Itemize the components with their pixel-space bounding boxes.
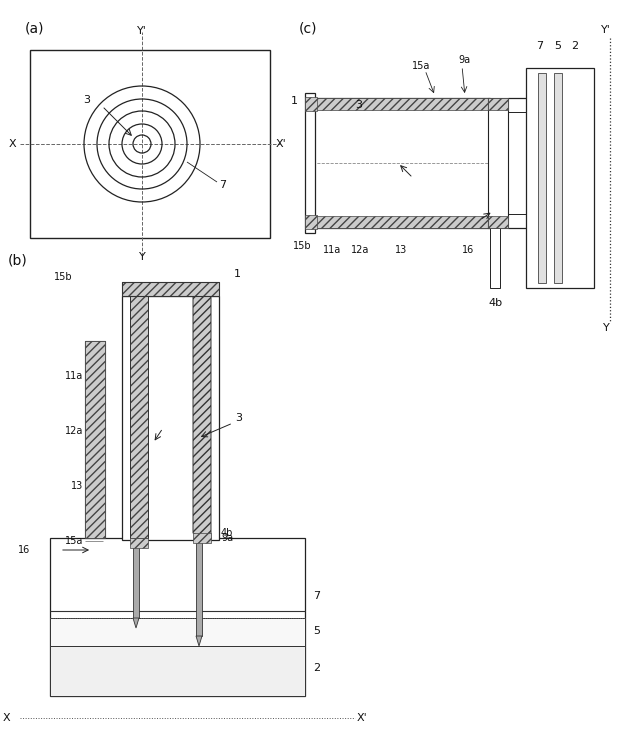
Bar [122, 296, 219, 540]
Text: 3: 3 [235, 413, 242, 423]
Text: X: X [2, 713, 10, 723]
Bar [50, 646, 305, 696]
Bar [130, 296, 148, 538]
Bar [130, 296, 148, 538]
Text: 15b: 15b [293, 241, 312, 251]
Text: 2: 2 [313, 663, 320, 673]
Text: 13: 13 [395, 245, 407, 255]
Bar [305, 93, 315, 233]
Bar [193, 533, 211, 543]
Bar [488, 98, 508, 110]
Bar [488, 98, 508, 228]
Text: Y': Y' [601, 25, 611, 35]
Text: 11a: 11a [323, 245, 341, 255]
Text: (c): (c) [299, 21, 317, 35]
Bar [30, 50, 270, 238]
Bar [85, 341, 105, 538]
Text: 2: 2 [571, 41, 578, 51]
Text: Y: Y [139, 252, 146, 262]
Text: 5: 5 [313, 626, 320, 636]
Bar [313, 98, 490, 110]
Text: X: X [8, 139, 16, 149]
Text: 1: 1 [291, 96, 298, 106]
Text: 3: 3 [355, 100, 362, 110]
Text: X': X' [357, 713, 368, 723]
Text: 1: 1 [234, 269, 241, 279]
Polygon shape [133, 618, 139, 628]
Text: 4b: 4b [488, 298, 502, 308]
Bar [122, 282, 219, 296]
Text: 12a: 12a [351, 245, 369, 255]
Bar [554, 73, 562, 283]
Text: 15b: 15b [54, 272, 73, 282]
Text: 7: 7 [313, 591, 320, 601]
Polygon shape [193, 296, 211, 541]
Bar [526, 68, 594, 288]
Bar [50, 538, 305, 696]
Text: 3: 3 [83, 95, 90, 105]
Text: 13: 13 [71, 481, 83, 491]
Text: Y': Y' [137, 26, 147, 36]
Bar [488, 216, 508, 228]
Text: 15a: 15a [412, 61, 430, 71]
Bar [133, 538, 139, 618]
Bar [305, 215, 317, 229]
Text: 7: 7 [536, 41, 543, 51]
Polygon shape [196, 636, 202, 646]
Text: 7: 7 [219, 180, 226, 190]
Text: (a): (a) [25, 21, 45, 35]
Bar [50, 618, 305, 646]
Text: 12a: 12a [65, 426, 83, 436]
Bar [130, 538, 148, 548]
Text: 11a: 11a [65, 371, 83, 381]
Bar [305, 97, 317, 111]
Bar [122, 282, 219, 296]
Text: 9a: 9a [458, 55, 470, 65]
Text: (b): (b) [8, 254, 28, 268]
Text: X': X' [276, 139, 287, 149]
Text: 4b: 4b [221, 528, 233, 538]
Text: 5: 5 [554, 41, 561, 51]
Text: Y: Y [603, 323, 610, 333]
Text: 16: 16 [18, 545, 30, 555]
Text: 9a: 9a [221, 533, 233, 543]
Bar [538, 73, 546, 283]
Bar [313, 216, 490, 228]
Bar [85, 341, 105, 538]
Bar [490, 228, 500, 288]
Bar [196, 538, 202, 636]
Text: 16: 16 [462, 245, 474, 255]
Text: 15a: 15a [65, 536, 83, 546]
